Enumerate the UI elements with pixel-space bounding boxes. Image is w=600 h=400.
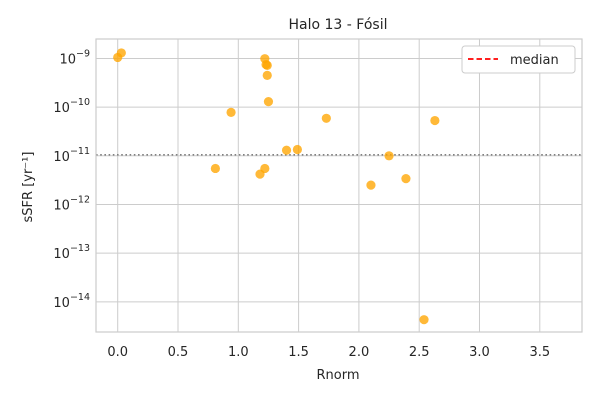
data-point-12 [292, 144, 302, 155]
data-point-11 [281, 145, 292, 155]
data-point-17 [419, 315, 429, 325]
x-tick-labels: 0.0 0.5 1.0 1.5 2.0 2.5 3.0 3.5 [107, 345, 550, 360]
data-point-18 [430, 115, 440, 126]
y-tick-labels: 10−9 10−10 10−11 10−12 10−13 10−14 [53, 48, 90, 310]
x-axis-label: Rnorm [316, 368, 359, 383]
data-point-10 [263, 96, 274, 107]
data-point-2 [210, 163, 220, 174]
data-point-15 [384, 151, 394, 161]
x-tick-label-4: 2.0 [349, 345, 370, 360]
x-tick-label-2: 1.0 [228, 345, 249, 360]
x-tick-label-6: 3.0 [469, 345, 490, 360]
grid [96, 39, 582, 332]
y-tick-label-3: 10−12 [53, 194, 90, 213]
data-point-1 [116, 48, 126, 58]
legend: median [461, 45, 576, 74]
data-point-3 [226, 107, 236, 117]
legend-median-label: median [510, 53, 559, 68]
y-tick-label-5: 10−14 [53, 292, 90, 311]
data-point-13 [321, 113, 331, 123]
y-tick-label-0: 10−9 [59, 48, 90, 67]
data-point-16 [401, 174, 411, 184]
y-tick-label-4: 10−13 [53, 243, 90, 262]
x-tick-label-5: 2.5 [409, 345, 430, 360]
x-tick-label-7: 3.5 [529, 345, 550, 360]
plot-frame [95, 38, 583, 333]
x-tick-label-0: 0.0 [107, 345, 128, 360]
data-point-9 [262, 70, 272, 80]
data-points [113, 48, 440, 325]
x-tick-label-1: 0.5 [168, 345, 189, 360]
y-axis-label: sSFR [yr⁻¹] [21, 152, 36, 223]
chart-title: Halo 13 - Fósil [289, 17, 388, 33]
legend-box [461, 45, 576, 74]
x-tick-label-3: 1.5 [288, 345, 309, 360]
data-point-8 [262, 60, 272, 71]
y-tick-label-1: 10−10 [53, 97, 90, 116]
data-point-5 [260, 163, 270, 174]
y-tick-label-2: 10−11 [53, 146, 90, 165]
data-point-14 [366, 180, 376, 190]
